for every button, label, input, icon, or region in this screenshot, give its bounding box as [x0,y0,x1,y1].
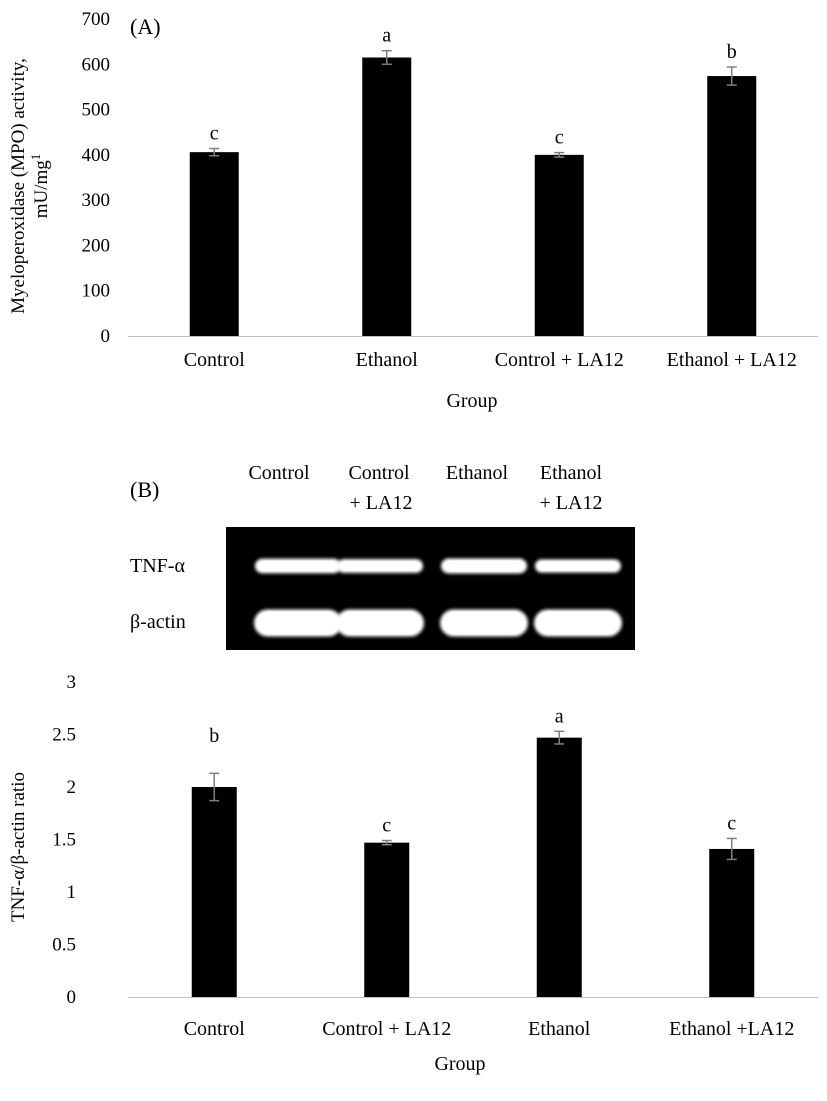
significance-letter-a-1: c [210,123,219,145]
panel-a: (A) Myeloperoxidase (MPO) activity, mU/m… [8,9,818,412]
panel-a-label: (A) [130,14,161,39]
panel-b-ylabel-text: TNF-α/β-actin ratio [8,772,29,922]
error-bar-a-1 [209,147,220,157]
y-tick-label-b-0: 0 [67,987,77,1008]
significance-letter-a-4: b [727,41,737,63]
panel-b: (B) Control Control + LA12 Ethanol Ethan… [8,462,818,1075]
gel-band-tnf-2 [337,559,423,573]
error-bar-b-2 [381,839,392,846]
bar-b-3 [536,737,582,997]
x-tick-label-a-3: Control + LA12 [495,349,624,371]
bar-b-1 [191,787,237,997]
x-tick-label-b-4: Ethanol +LA12 [669,1018,794,1040]
bar-a-2 [362,57,412,336]
panel-a-plot: 0 100 200 300 400 500 600 700 c Control a Ethanol c C… [82,9,818,371]
bar-a-3 [534,154,584,336]
x-tick-label-a-2: Ethanol [356,349,419,371]
error-bar-a-3 [554,151,565,158]
bar-a-4 [707,76,757,336]
x-tick-label-b-2: Control + LA12 [322,1018,451,1040]
y-tick-label-a-2: 200 [82,235,111,256]
panel-b-label: (B) [130,477,159,502]
bar-b-2 [364,842,410,997]
x-tick-label-b-3: Ethanol [528,1018,591,1040]
panel-b-xlabel: Group [434,1053,485,1075]
error-bar-a-2 [381,49,392,66]
gel-lane-label-2b: + LA12 [350,492,413,514]
gel-band-actin-1 [254,609,342,637]
gel-lane-label-4: Ethanol [540,462,603,484]
y-tick-label-a-6: 600 [82,54,111,75]
y-tick-label-a-1: 100 [82,281,111,302]
panel-a-xlabel: Group [446,390,497,412]
gel-row-label-tnf: TNF-α [130,555,185,577]
y-tick-label-b-6: 3 [67,672,77,693]
panel-b-ylabel: TNF-α/β-actin ratio [8,772,29,922]
y-tick-label-b-2: 1 [67,882,77,903]
error-bar-b-3 [554,730,565,745]
significance-letter-b-4: c [727,812,736,834]
y-tick-label-a-5: 500 [82,100,111,121]
y-tick-label-b-5: 2.5 [52,725,76,746]
error-bar-b-4 [726,837,737,861]
x-tick-label-a-1: Control [184,349,246,371]
bar-b-4 [709,848,755,997]
panel-a-ylabel-line2: mU/mg1 [28,154,52,219]
gel-band-actin-3 [440,609,528,637]
panel-b-plot: 0 0.5 1 1.5 2 2.5 3 b Control c Control + LA12 a Eth… [52,672,818,1040]
gel-band-actin-4 [534,609,622,637]
y-tick-label-a-7: 700 [82,9,111,30]
significance-letter-a-3: c [555,127,564,149]
error-bar-a-4 [726,66,737,86]
gel-lane-label-4b: + LA12 [540,492,603,514]
error-bar-b-1 [209,772,220,802]
gel-lane-labels: Control Control + LA12 Ethanol Ethanol +… [248,462,602,514]
significance-letter-b-2: c [382,815,391,837]
panel-a-ylabel-line1: Myeloperoxidase (MPO) activity, [8,58,29,314]
y-tick-label-a-4: 400 [82,145,111,166]
gel-lane-label-2: Control [348,462,410,484]
gel-band-tnf-4 [535,559,621,573]
bar-a-1 [189,152,239,336]
gel-band-tnf-1 [255,558,341,574]
y-tick-label-a-0: 0 [101,326,111,347]
gel-band-actin-2 [336,609,424,637]
x-tick-label-a-4: Ethanol + LA12 [667,349,797,371]
gel-lane-label-3: Ethanol [446,462,509,484]
gel-band-tnf-3 [441,558,527,574]
y-tick-label-b-4: 2 [67,777,77,798]
y-tick-label-b-3: 1.5 [52,830,76,851]
y-tick-label-a-3: 300 [82,190,111,211]
gel-row-label-actin: β-actin [130,611,186,633]
panel-a-ylabel: Myeloperoxidase (MPO) activity, mU/mg1 [8,58,52,314]
gel-image [226,527,635,650]
significance-letter-a-2: a [382,25,391,47]
significance-letter-b-1: b [209,725,219,747]
significance-letter-b-3: a [555,705,564,727]
gel-lane-label-1: Control [248,462,310,484]
x-tick-label-b-1: Control [184,1018,246,1040]
y-tick-label-b-1: 0.5 [52,935,76,956]
